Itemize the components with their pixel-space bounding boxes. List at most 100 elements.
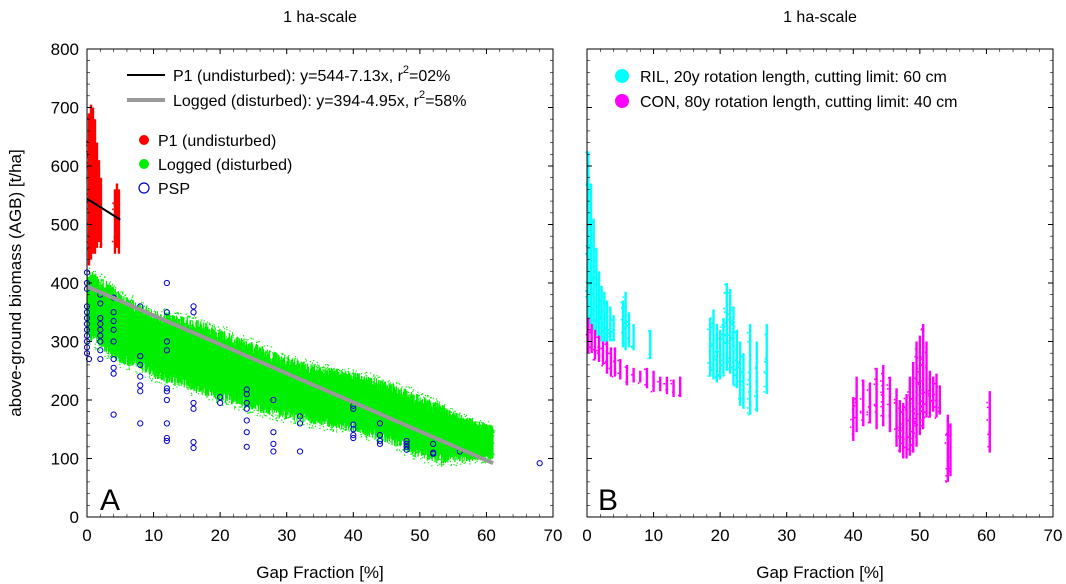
data-point [718, 359, 721, 362]
logged-point [119, 366, 121, 369]
psp-point [97, 300, 104, 307]
logged-point [437, 453, 439, 455]
logged-point [410, 406, 412, 408]
psp-point [163, 434, 170, 442]
data-point [600, 311, 602, 313]
data-point [747, 379, 750, 381]
logged-point [332, 408, 334, 411]
logged-point [417, 450, 419, 452]
logged-point [195, 317, 197, 319]
logged-point [159, 364, 161, 366]
logged-point [247, 412, 249, 414]
psp-point [137, 388, 144, 395]
logged-point [315, 365, 317, 367]
data-point [733, 384, 736, 387]
logged-point [309, 360, 311, 363]
logged-point [326, 396, 328, 399]
logged-point [166, 368, 169, 370]
logged-point [180, 319, 182, 321]
logged-point [97, 294, 99, 296]
data-point [608, 332, 610, 335]
logged-point [194, 315, 196, 317]
logged-point [439, 401, 441, 403]
logged-point [459, 412, 461, 414]
logged-point [184, 378, 186, 380]
logged-point [210, 371, 212, 373]
logged-point [140, 331, 142, 333]
psp-point [85, 355, 93, 363]
data-point [725, 333, 728, 336]
logged-point [484, 450, 486, 453]
logged-point [309, 422, 311, 424]
logged-point [447, 461, 449, 463]
logged-point [165, 382, 167, 384]
logged-point [260, 411, 262, 413]
psp-point [163, 309, 170, 316]
logged-point [263, 414, 265, 416]
data-point [900, 411, 903, 413]
data-point [617, 372, 619, 375]
logged-point [190, 392, 193, 394]
data-point [593, 283, 596, 286]
data-point [611, 339, 613, 341]
logged-point [414, 417, 416, 419]
logged-point [384, 411, 386, 413]
panel-a-letter: A [100, 484, 120, 517]
logged-point [322, 426, 325, 428]
logged-point [172, 376, 174, 378]
psp-point [217, 393, 224, 401]
data-point [861, 379, 863, 382]
logged-point [369, 405, 371, 407]
data-point [116, 203, 119, 206]
data-point [905, 412, 908, 414]
logged-point [326, 377, 329, 379]
logged-point [451, 413, 453, 415]
logged-point [469, 463, 471, 465]
logged-point [189, 323, 191, 326]
logged-point [446, 459, 449, 461]
data-point [663, 382, 665, 385]
logged-point [148, 370, 150, 372]
logged-point [410, 453, 412, 455]
data-point [592, 282, 594, 285]
logged-point [294, 408, 296, 411]
psp-point [270, 440, 277, 447]
data-point [748, 413, 750, 416]
data-point [594, 276, 597, 279]
logged-point [124, 294, 126, 296]
data-point [605, 342, 608, 345]
logged-point [332, 411, 334, 414]
logged-point [330, 428, 332, 431]
logged-point [228, 366, 230, 368]
logged-point [89, 343, 91, 345]
logged-point [181, 341, 183, 343]
data-point [593, 359, 596, 361]
p1-fit-line [86, 197, 121, 221]
logged-point [263, 410, 265, 412]
data-point [95, 171, 97, 173]
logged-point [205, 388, 207, 390]
logged-point [366, 394, 368, 397]
data-point [117, 212, 119, 215]
logged-point [456, 462, 459, 464]
data-point [599, 317, 602, 320]
logged-point [318, 408, 320, 410]
data-point [749, 341, 751, 343]
data-point [731, 344, 734, 346]
logged-point [429, 423, 431, 425]
data-point [854, 401, 857, 404]
logged-point [221, 384, 223, 386]
logged-point [400, 401, 402, 403]
data-point [732, 332, 734, 335]
psp-point [217, 399, 224, 407]
data-point [723, 291, 726, 294]
data-point [88, 132, 90, 135]
logged-point [438, 449, 441, 451]
psp-point [243, 386, 250, 393]
logged-point [388, 407, 390, 409]
logged-point [476, 421, 478, 423]
logged-point [487, 438, 489, 440]
logged-point [207, 394, 209, 396]
data-point [589, 318, 591, 320]
data-point [912, 426, 915, 428]
